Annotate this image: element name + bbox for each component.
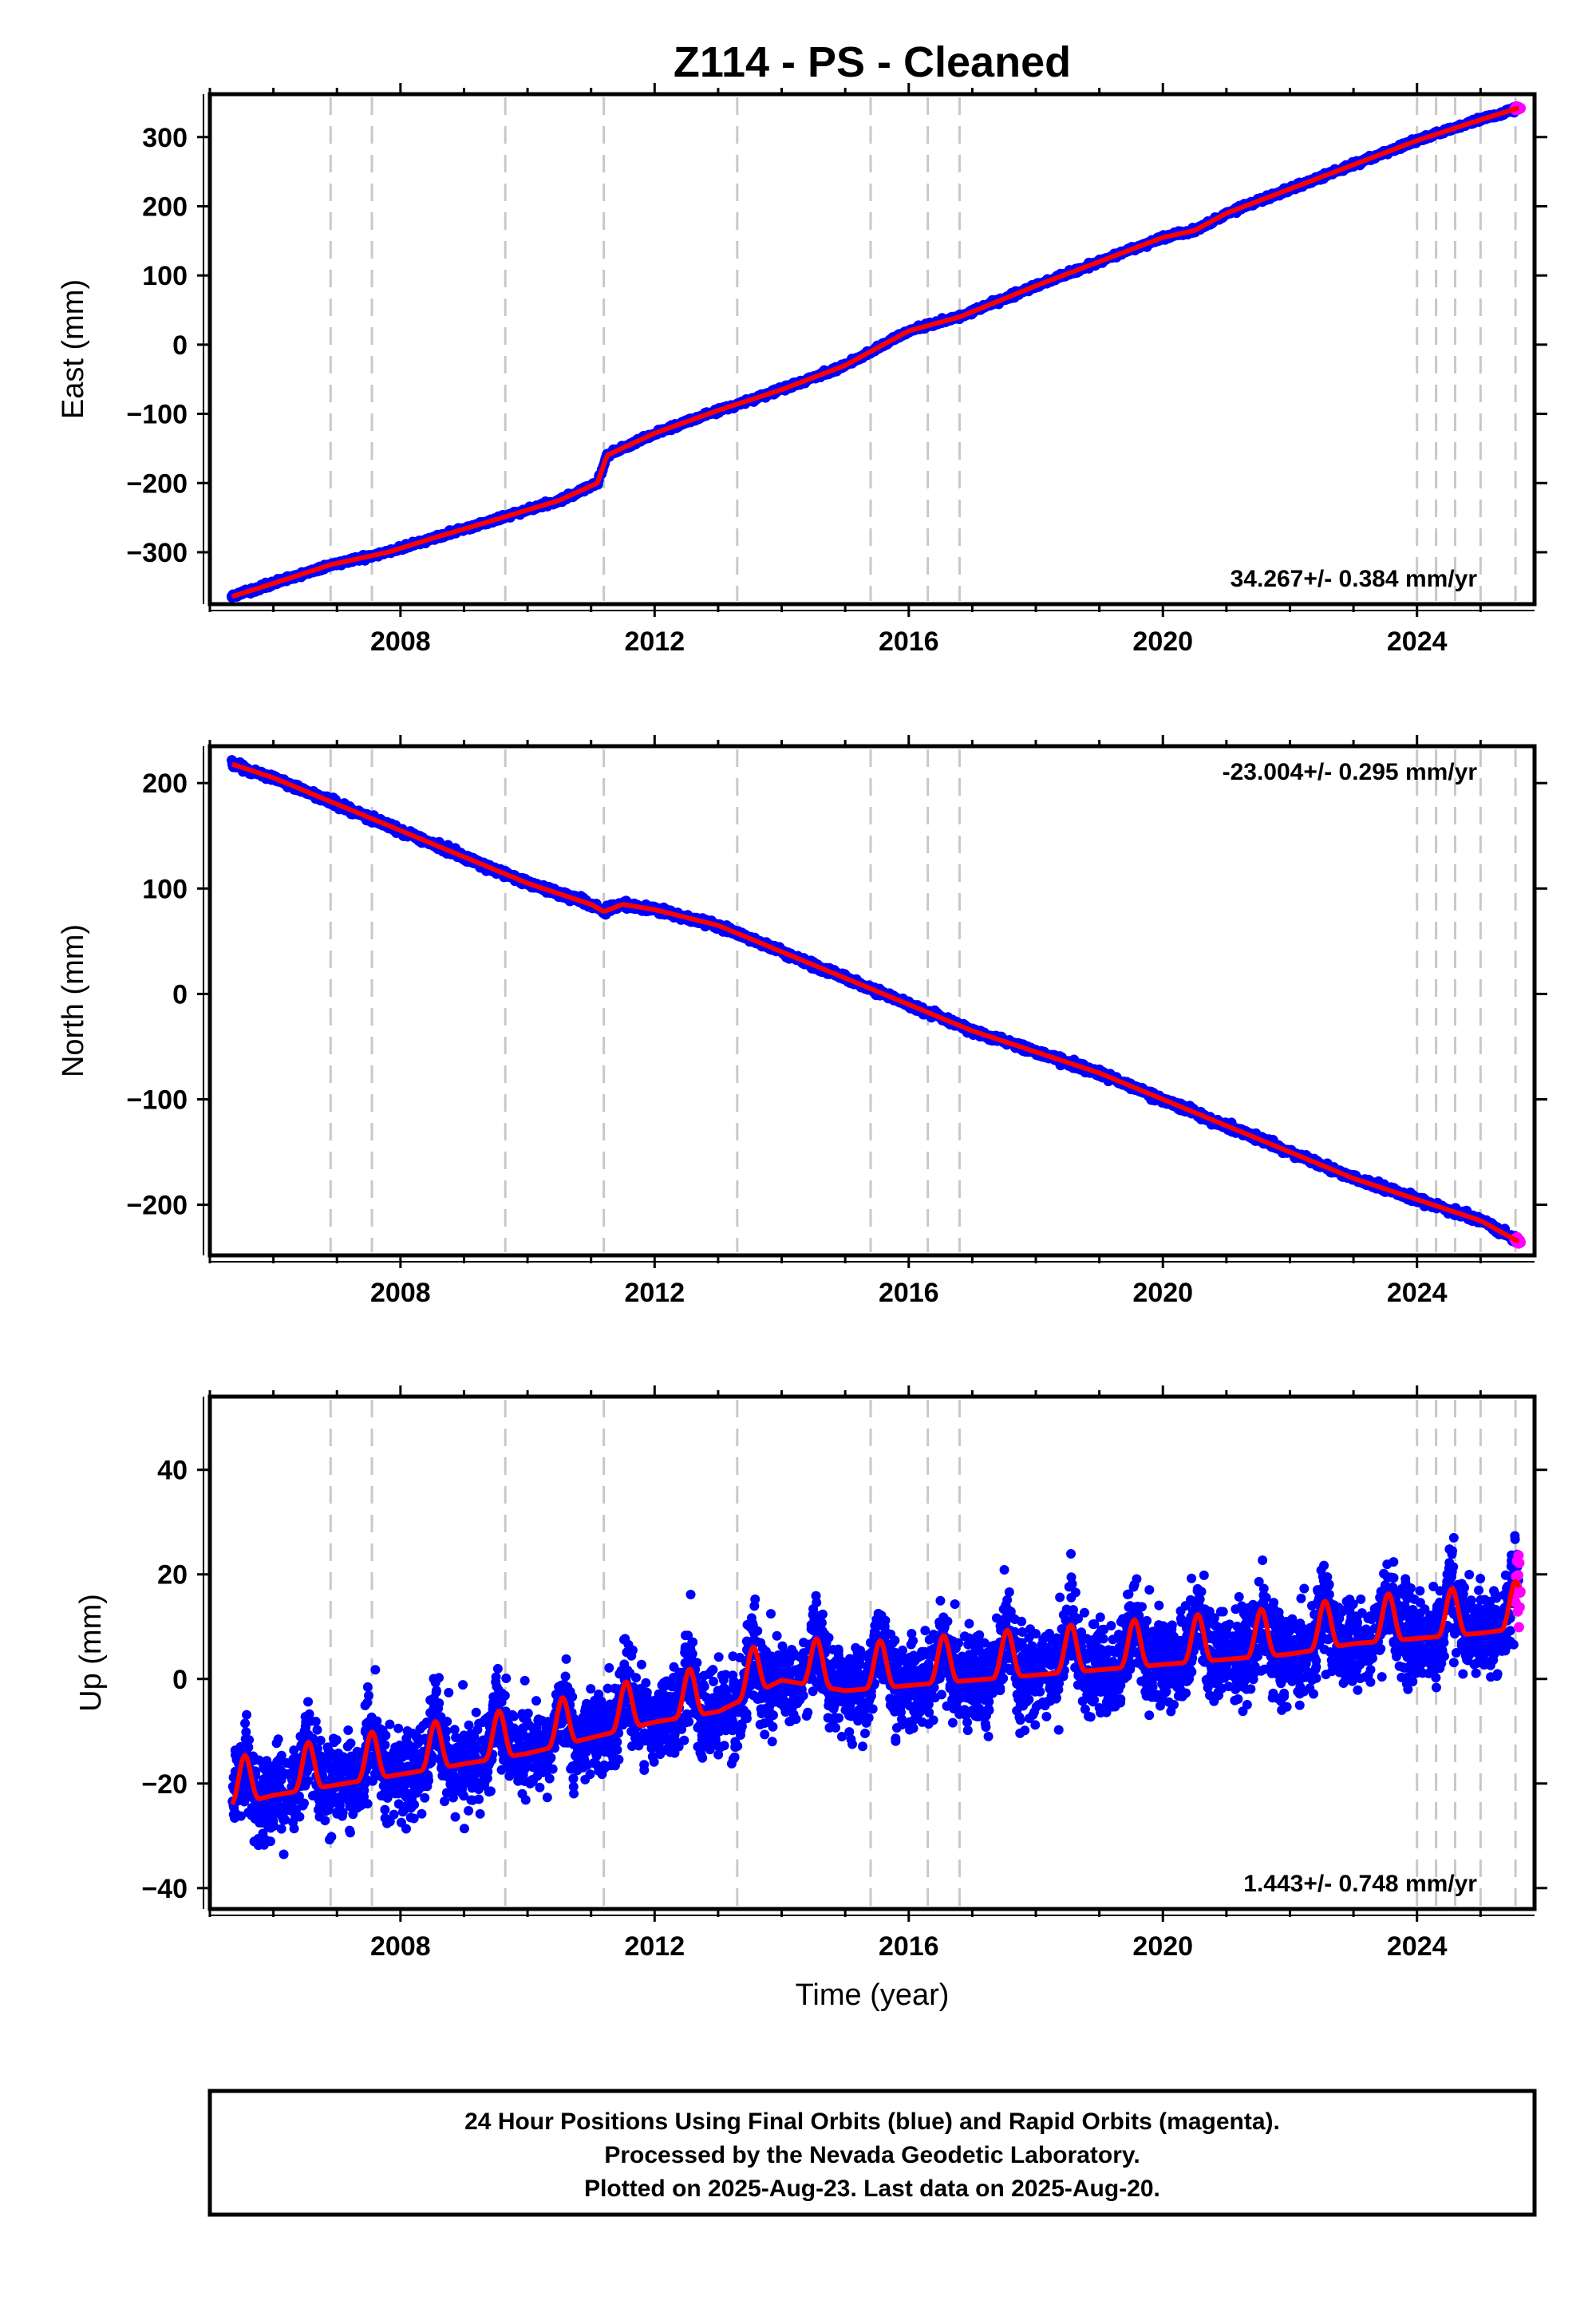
- data-point: [471, 1707, 481, 1717]
- data-point: [459, 1824, 469, 1834]
- data-point: [492, 1663, 503, 1674]
- y-tick-label: 200: [142, 769, 188, 799]
- data-point: [1458, 1669, 1468, 1679]
- east-panel: 2008 2012 2016 2020 2024 −300 −200 −100 0 100 200 3…: [57, 83, 1547, 657]
- y-tick-label: −100: [126, 400, 188, 430]
- x-tick-label: 2024: [1387, 626, 1448, 657]
- data-point: [389, 1809, 399, 1820]
- north-ylabel: North (mm): [57, 924, 90, 1077]
- y-tick-label: 100: [142, 874, 188, 904]
- x-tick-label: 2016: [879, 1278, 939, 1308]
- x-tick-label: 2024: [1387, 1278, 1448, 1308]
- up-data: [227, 1531, 1526, 1860]
- data-point: [417, 1808, 427, 1819]
- x-tick-label: 2016: [879, 626, 939, 657]
- y-tick-label: 100: [142, 261, 188, 291]
- north-panel: 2008 2012 2016 2020 2024 −200 −100 0 100 200 North…: [57, 735, 1547, 1308]
- north-data: [227, 755, 1527, 1249]
- y-tick-label: −200: [126, 1191, 188, 1221]
- y-tick-label: −100: [126, 1085, 188, 1116]
- x-tick-label: 2008: [370, 626, 431, 657]
- y-tick-label: 0: [172, 330, 188, 361]
- y-tick-label: 0: [172, 979, 188, 1010]
- y-tick-label: 200: [142, 192, 188, 222]
- data-point: [450, 1812, 460, 1822]
- y-tick-label: −300: [126, 538, 188, 568]
- x-tick-label: 2020: [1132, 1278, 1193, 1308]
- east-rate-label: 34.267+/- 0.384 mm/yr: [1231, 566, 1478, 592]
- figure-title: Z114 - PS - Cleaned: [674, 38, 1071, 86]
- x-tick-label: 2020: [1132, 626, 1193, 657]
- y-tick-label: −200: [126, 468, 188, 499]
- north-frame: [207, 744, 1537, 1258]
- x-tick-label: 2012: [624, 626, 685, 657]
- east-data: [226, 101, 1527, 603]
- x-tick-label: 2012: [624, 1278, 685, 1308]
- data-point: [586, 1684, 596, 1694]
- y-tick-label: 300: [142, 123, 188, 153]
- north-rate-label: -23.004+/- 0.295 mm/yr: [1223, 759, 1478, 785]
- data-point: [240, 1718, 251, 1729]
- east-frame: [207, 92, 1537, 607]
- east-ylabel: East (mm): [57, 279, 90, 419]
- model-fit-line: [231, 105, 1519, 599]
- rapid-point: [1515, 102, 1527, 114]
- model-fit-line: [231, 761, 1520, 1244]
- data-point: [1041, 1711, 1052, 1721]
- x-tick-label: 2008: [370, 1278, 431, 1308]
